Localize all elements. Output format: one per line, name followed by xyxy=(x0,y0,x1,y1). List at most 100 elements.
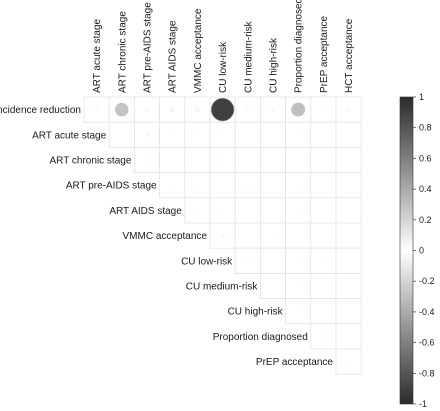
column-label-art-pre-aids-stage: ART pre-AIDS stage xyxy=(143,2,154,93)
column-labels: ART acute stage ART chronic stage ART pre-… xyxy=(92,0,355,93)
correlation-circle xyxy=(144,132,150,138)
row-label-art-aids-stage: ART AIDS stage xyxy=(109,206,182,217)
colorbar-gradient xyxy=(399,96,414,405)
column-label-hct-acceptance: HCT acceptance xyxy=(344,18,355,93)
row-labels: Incidence reduction ART acute stage ART ch… xyxy=(0,105,333,368)
correlation-circle xyxy=(246,209,249,212)
correlation-circle xyxy=(246,259,250,263)
correlation-circle xyxy=(296,209,300,212)
correlation-circle xyxy=(271,233,275,238)
correlation-circle xyxy=(296,158,300,162)
column-label-cu-low-risk: CU low-risk xyxy=(218,41,229,93)
correlation-circle xyxy=(347,259,350,262)
correlation-circle xyxy=(169,106,175,113)
correlation-circle xyxy=(322,183,325,187)
column-label-cu-high-risk: CU high-risk xyxy=(269,37,280,93)
row-label-incidence-reduction: Incidence reduction xyxy=(0,105,81,116)
correlation-circle xyxy=(144,107,150,113)
correlation-circle xyxy=(347,310,350,313)
correlation-circle xyxy=(196,158,199,162)
column-label-vmmc-acceptance: VMMC acceptance xyxy=(193,8,204,93)
colorbar-tick-label: -0.4 xyxy=(419,307,435,317)
column-label-prep-acceptance: PrEP acceptance xyxy=(319,15,330,93)
correlation-circle xyxy=(246,183,250,187)
correlation-circle xyxy=(322,234,325,237)
correlation-circle xyxy=(296,309,300,313)
column-label-proportion-diagnosed: Proportion diagnosed xyxy=(294,0,305,93)
matrix-cell xyxy=(259,146,286,173)
row-label-cu-high-risk: CU high-risk xyxy=(228,307,284,318)
correlation-circle xyxy=(346,107,351,112)
correlation-circle xyxy=(347,360,350,363)
correlation-circle xyxy=(297,234,300,237)
colorbar-tick-label: 0.4 xyxy=(419,184,432,194)
correlation-circle xyxy=(322,309,325,313)
column-label-art-acute-stage: ART acute stage xyxy=(92,18,103,93)
colorbar-tick-label: 0.2 xyxy=(419,215,432,225)
colorbar-tick-label: -0.2 xyxy=(419,276,435,286)
correlation-circle xyxy=(194,106,201,113)
correlation-circle xyxy=(321,107,326,112)
matrix-cells xyxy=(83,96,362,375)
colorbar-tick-label: 0 xyxy=(419,246,424,256)
correlation-circle xyxy=(245,107,250,112)
correlation-circle xyxy=(221,133,224,137)
correlation-circle xyxy=(322,158,325,162)
correlation-circle xyxy=(94,107,99,112)
matrix-cell xyxy=(209,222,236,249)
correlation-circle xyxy=(220,157,225,163)
row-label-proportion-diagnosed: Proportion diagnosed xyxy=(213,332,308,343)
row-label-prep-acceptance: PrEP acceptance xyxy=(256,357,334,368)
correlation-circle xyxy=(171,158,174,162)
row-label-art-pre-aids-stage: ART pre-AIDS stage xyxy=(66,181,157,192)
column-label-art-aids-stage: ART AIDS stage xyxy=(168,20,179,93)
correlation-circle xyxy=(271,184,275,187)
matrix-cell xyxy=(159,172,186,199)
correlation-circle xyxy=(347,284,350,288)
correlation-circle xyxy=(347,133,350,136)
correlation-circle xyxy=(291,102,306,117)
colorbar-tick-label: -1 xyxy=(419,399,427,409)
colorbar-tick-label: 0.6 xyxy=(419,153,432,163)
correlation-circle xyxy=(221,184,224,187)
correlation-circle xyxy=(170,183,174,187)
column-label-art-chronic-stage: ART chronic stage xyxy=(117,11,128,93)
correlation-circle xyxy=(120,133,124,136)
correlation-circle xyxy=(347,335,350,338)
row-label-art-acute-stage: ART acute stage xyxy=(32,130,107,141)
matrix-cell xyxy=(310,323,337,350)
correlation-circles xyxy=(94,97,351,363)
correlation-circle xyxy=(246,234,250,237)
correlation-circle xyxy=(347,158,350,162)
row-label-cu-medium-risk: CU medium-risk xyxy=(186,282,259,293)
correlation-circle xyxy=(322,133,325,137)
correlation-circle xyxy=(347,184,350,187)
correlation-circle xyxy=(195,133,200,137)
correlation-circle xyxy=(221,209,224,212)
correlation-circle xyxy=(115,102,129,117)
correlation-circle xyxy=(347,234,350,237)
row-label-vmmc-acceptance: VMMC acceptance xyxy=(123,231,208,242)
correlation-circle xyxy=(271,133,275,137)
correlation-circle xyxy=(246,158,249,162)
row-label-cu-low-risk: CU low-risk xyxy=(181,256,233,267)
correlation-circle xyxy=(271,158,275,162)
correlation-circle xyxy=(246,133,249,136)
correlation-circle xyxy=(196,183,199,187)
colorbar-tick-label: 0.8 xyxy=(419,123,432,133)
correlation-circle xyxy=(296,284,300,288)
matrix-cell xyxy=(234,197,261,224)
correlation-circle xyxy=(210,97,235,122)
correlation-circle xyxy=(271,259,275,262)
colorbar-tick-label: 1 xyxy=(419,92,424,102)
row-label-art-chronic-stage: ART chronic stage xyxy=(49,156,131,167)
correlation-circle xyxy=(220,233,225,238)
correlation-circle xyxy=(271,284,275,288)
correlation-circle xyxy=(170,133,174,137)
correlation-circle xyxy=(270,107,276,112)
correlation-circle xyxy=(321,334,326,339)
colorbar-ticks: 1 0.8 0.6 0.4 0.2 0 -0.2 -0.4 -0.6 -0.8 -1 xyxy=(413,92,435,409)
colorbar-tick-label: -0.6 xyxy=(419,338,435,348)
correlation-circle xyxy=(322,259,325,263)
